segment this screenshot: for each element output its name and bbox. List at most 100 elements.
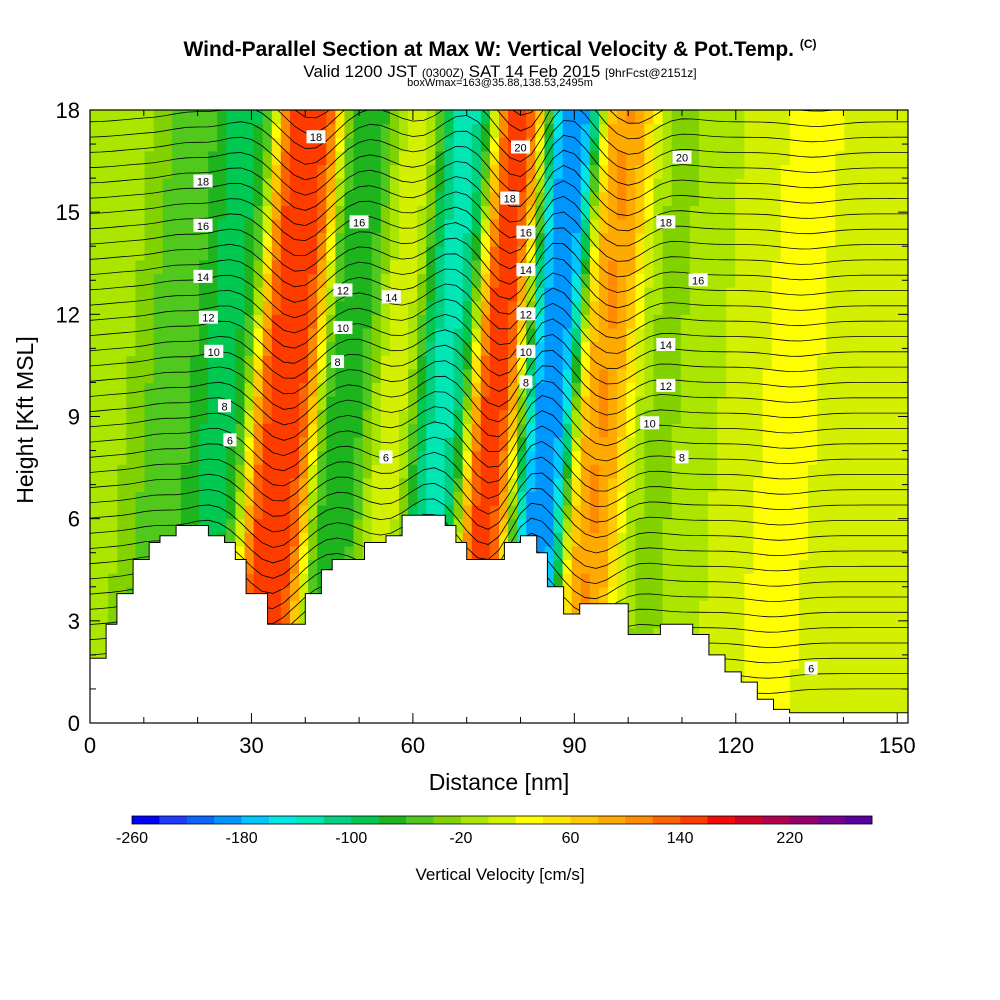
theta-label-text: 12	[520, 309, 532, 321]
velocity-cell	[326, 137, 336, 152]
velocity-cell	[380, 314, 391, 329]
velocity-cell	[253, 259, 264, 275]
velocity-cell	[589, 559, 600, 574]
velocity-cell	[844, 341, 855, 356]
velocity-cell	[835, 654, 845, 670]
velocity-cell	[817, 396, 827, 411]
theta-contour-line	[90, 395, 908, 457]
velocity-cell	[671, 573, 682, 588]
velocity-cell	[753, 396, 764, 411]
velocity-cell	[171, 232, 182, 247]
velocity-cell	[535, 436, 546, 452]
velocity-cell	[862, 368, 873, 384]
velocity-cell	[535, 327, 546, 343]
velocity-cell	[253, 273, 264, 288]
velocity-cell	[244, 137, 255, 152]
velocity-cell	[289, 327, 300, 343]
velocity-cell	[680, 341, 691, 356]
velocity-cell	[708, 273, 718, 288]
velocity-cell	[526, 450, 536, 465]
velocity-cell	[126, 137, 137, 152]
velocity-cell	[335, 436, 346, 452]
velocity-cell	[280, 259, 291, 275]
velocity-cell	[789, 695, 800, 710]
velocity-cell	[798, 314, 809, 329]
velocity-cell	[571, 409, 582, 424]
velocity-cell	[271, 586, 282, 601]
velocity-cell	[608, 232, 618, 247]
velocity-cell	[517, 205, 527, 220]
velocity-cell	[217, 450, 227, 465]
velocity-cell	[826, 627, 836, 642]
velocity-cell	[417, 368, 427, 384]
velocity-cell	[308, 505, 318, 520]
velocity-cell	[662, 327, 673, 343]
velocity-cell	[544, 355, 555, 370]
velocity-cell	[135, 110, 146, 125]
velocity-cell	[889, 409, 900, 424]
velocity-cell	[744, 450, 755, 465]
velocity-cell	[708, 464, 718, 479]
velocity-cell	[708, 259, 718, 275]
velocity-cell	[126, 205, 137, 220]
velocity-cell	[526, 137, 536, 152]
velocity-cell	[626, 573, 636, 588]
velocity-cell	[798, 518, 809, 533]
velocity-cell	[326, 409, 336, 424]
velocity-cell	[299, 246, 309, 261]
velocity-cell	[99, 110, 109, 125]
velocity-cell	[417, 191, 427, 206]
velocity-cell	[680, 600, 691, 615]
velocity-cell	[544, 164, 555, 179]
velocity-cell	[698, 573, 709, 588]
velocity-cell	[717, 450, 727, 465]
velocity-cell	[626, 409, 636, 424]
velocity-cell	[653, 436, 664, 452]
velocity-cell	[380, 259, 391, 275]
velocity-cell	[271, 110, 282, 125]
velocity-cell	[635, 123, 646, 138]
velocity-cell	[898, 218, 908, 234]
velocity-cell	[389, 409, 400, 424]
velocity-cell	[380, 505, 391, 520]
velocity-cell	[135, 341, 146, 356]
velocity-cell	[798, 287, 809, 302]
velocity-cell	[753, 273, 764, 288]
velocity-cell	[262, 287, 273, 302]
velocity-cell	[826, 695, 836, 710]
velocity-cell	[780, 396, 791, 411]
velocity-cell	[526, 110, 536, 125]
velocity-cell	[617, 355, 627, 370]
velocity-cell	[499, 355, 509, 370]
velocity-cell	[235, 123, 246, 138]
velocity-cell	[371, 382, 382, 397]
velocity-cell	[617, 178, 627, 193]
velocity-cell	[671, 545, 682, 561]
velocity-cell	[880, 450, 891, 465]
velocity-cell	[671, 409, 682, 424]
colorbar-swatch	[625, 816, 654, 824]
velocity-cell	[535, 287, 546, 302]
theta-label-text: 8	[679, 452, 685, 464]
colorbar-swatch	[844, 816, 873, 824]
velocity-cell	[399, 396, 409, 411]
velocity-cell	[835, 614, 845, 629]
velocity-cell	[871, 259, 882, 275]
velocity-cell	[598, 355, 609, 370]
velocity-cell	[289, 205, 300, 220]
velocity-cell	[117, 259, 127, 275]
velocity-cell	[90, 641, 100, 656]
velocity-cell	[689, 164, 700, 179]
velocity-cell	[598, 341, 609, 356]
velocity-cell	[635, 600, 646, 615]
velocity-cell	[671, 246, 682, 261]
velocity-cell	[344, 110, 355, 125]
velocity-cell	[635, 341, 646, 356]
velocity-cell	[762, 518, 773, 533]
velocity-cell	[598, 314, 609, 329]
velocity-cell	[144, 205, 155, 220]
velocity-cell	[808, 110, 818, 125]
velocity-cell	[598, 491, 609, 506]
velocity-cell	[735, 654, 745, 670]
velocity-cell	[717, 327, 727, 343]
